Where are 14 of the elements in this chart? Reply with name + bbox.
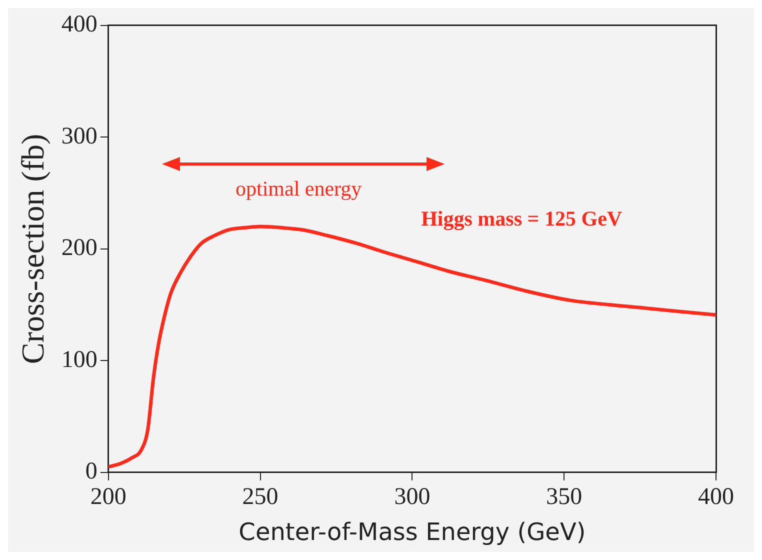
y-axis-title: Cross-section (fb): [14, 134, 51, 364]
x-tick-label: 200: [90, 484, 126, 510]
y-tick-label: 0: [85, 458, 98, 485]
y-tick-label: 300: [61, 123, 98, 150]
y-tick-label: 200: [61, 235, 98, 262]
x-tick-label: 350: [546, 484, 582, 510]
x-tick-label: 300: [394, 484, 430, 510]
x-tick-label: 250: [242, 484, 278, 510]
annotation: optimal energy: [235, 176, 362, 200]
x-tick-label: 400: [698, 484, 734, 510]
y-tick-label: 400: [61, 12, 98, 38]
x-axis-title: Center-of-Mass Energy (GeV): [238, 518, 586, 546]
y-tick-label: 100: [61, 346, 98, 373]
annotation: Higgs mass = 125 GeV: [421, 206, 622, 231]
